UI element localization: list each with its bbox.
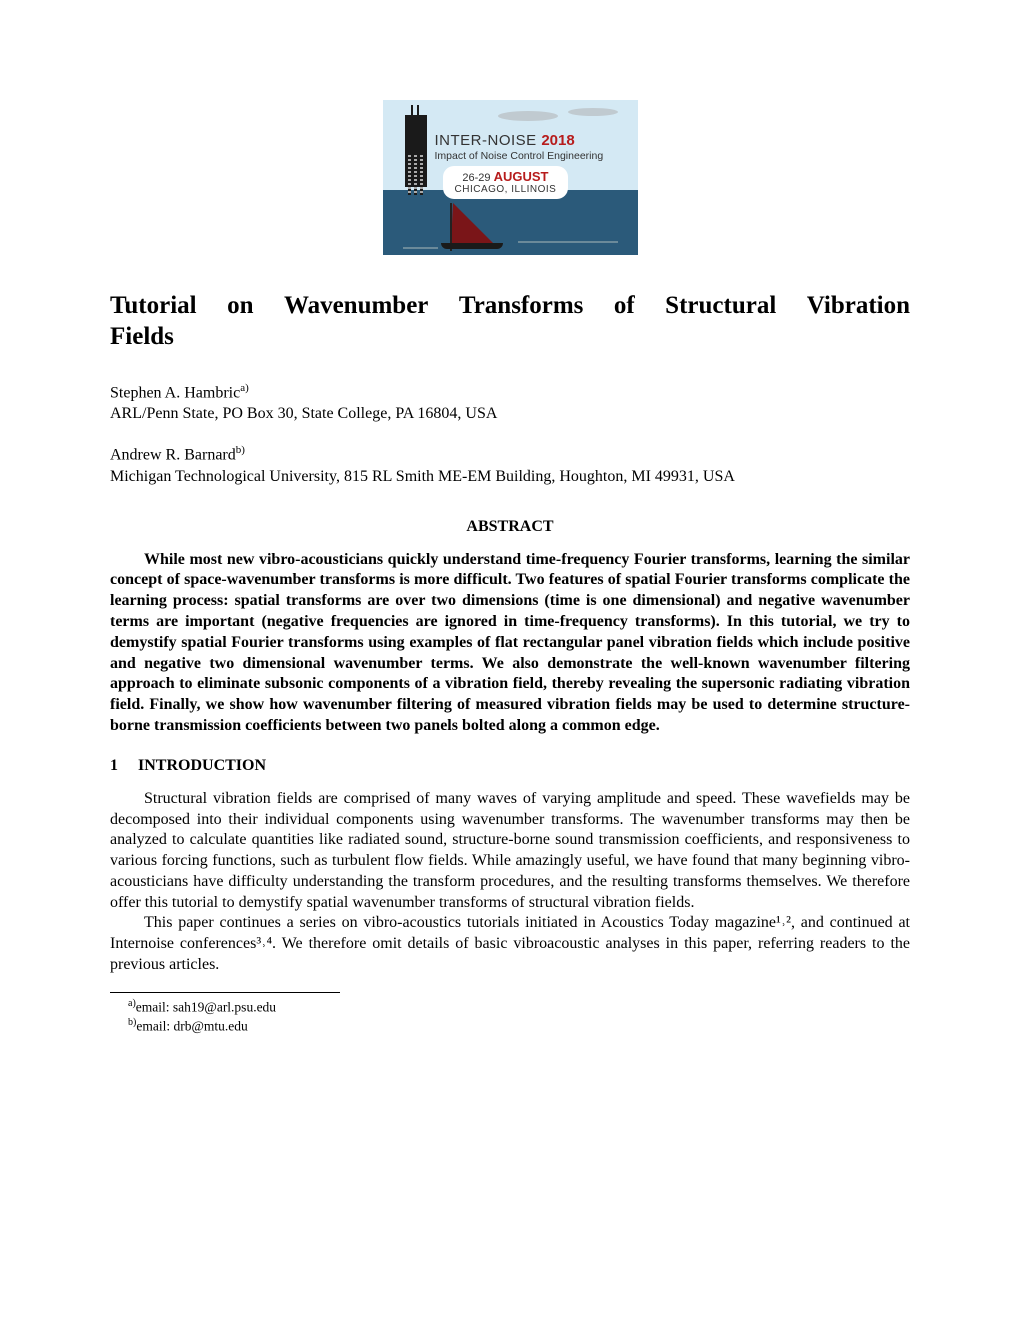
footnote-text-b: email: drb@mtu.edu bbox=[136, 1018, 247, 1033]
section-1-para-1: Structural vibration fields are comprise… bbox=[110, 789, 910, 914]
abstract-body: While most new vibro-acousticians quickl… bbox=[110, 550, 910, 737]
badge-city: CHICAGO, ILLINOIS bbox=[455, 185, 557, 196]
logo-tower-icon bbox=[405, 115, 427, 187]
abstract-heading: ABSTRACT bbox=[110, 518, 910, 536]
author-affiliation-2: Michigan Technological University, 815 R… bbox=[110, 466, 910, 488]
badge-dates: 26-29 bbox=[462, 172, 493, 184]
logo-clouds bbox=[498, 108, 618, 126]
author-marker-2: b) bbox=[236, 444, 245, 456]
title-line-1: Tutorial on Wavenumber Transforms of Str… bbox=[110, 290, 910, 321]
logo-brand-pre: INTER-NOISE bbox=[435, 132, 542, 149]
footnote-a: a)email: sah19@arl.psu.edu bbox=[110, 997, 910, 1016]
conference-logo-container: INTER-NOISE 2018 Impact of Noise Control… bbox=[110, 100, 910, 255]
boat-hull-icon bbox=[441, 243, 503, 249]
logo-date-badge: 26-29 AUGUST CHICAGO, ILLINOIS bbox=[443, 166, 569, 199]
section-1-heading: 1INTRODUCTION bbox=[110, 757, 910, 775]
paper-title: Tutorial on Wavenumber Transforms of Str… bbox=[110, 290, 910, 353]
author-name-2: Andrew R. Barnard bbox=[110, 446, 236, 463]
footnote-text-a: email: sah19@arl.psu.edu bbox=[136, 999, 276, 1014]
author-name-1: Stephen A. Hambric bbox=[110, 384, 240, 401]
badge-month: AUGUST bbox=[494, 169, 549, 184]
logo-text: INTER-NOISE 2018 Impact of Noise Control… bbox=[435, 132, 604, 162]
logo-tagline: Impact of Noise Control Engineering bbox=[435, 150, 604, 162]
author-block-2: Andrew R. Barnardb) Michigan Technologic… bbox=[110, 443, 910, 488]
author-affiliation-1: ARL/Penn State, PO Box 30, State College… bbox=[110, 403, 910, 425]
footnote-b: b)email: drb@mtu.edu bbox=[110, 1016, 910, 1035]
water-line-2 bbox=[403, 247, 438, 249]
section-1-para-2: This paper continues a series on vibro-a… bbox=[110, 913, 910, 975]
water-line-1 bbox=[518, 241, 618, 243]
author-marker-1: a) bbox=[240, 382, 249, 394]
section-1-number: 1 bbox=[110, 757, 138, 775]
sailboat-icon bbox=[451, 203, 495, 245]
section-1-title: INTRODUCTION bbox=[138, 757, 266, 774]
title-line-2: Fields bbox=[110, 321, 910, 352]
footnote-marker-a: a) bbox=[128, 998, 136, 1009]
author-block-1: Stephen A. Hambrica) ARL/Penn State, PO … bbox=[110, 381, 910, 426]
footnote-separator bbox=[110, 992, 340, 993]
logo-brand-year: 2018 bbox=[541, 132, 574, 149]
conference-logo: INTER-NOISE 2018 Impact of Noise Control… bbox=[383, 100, 638, 255]
